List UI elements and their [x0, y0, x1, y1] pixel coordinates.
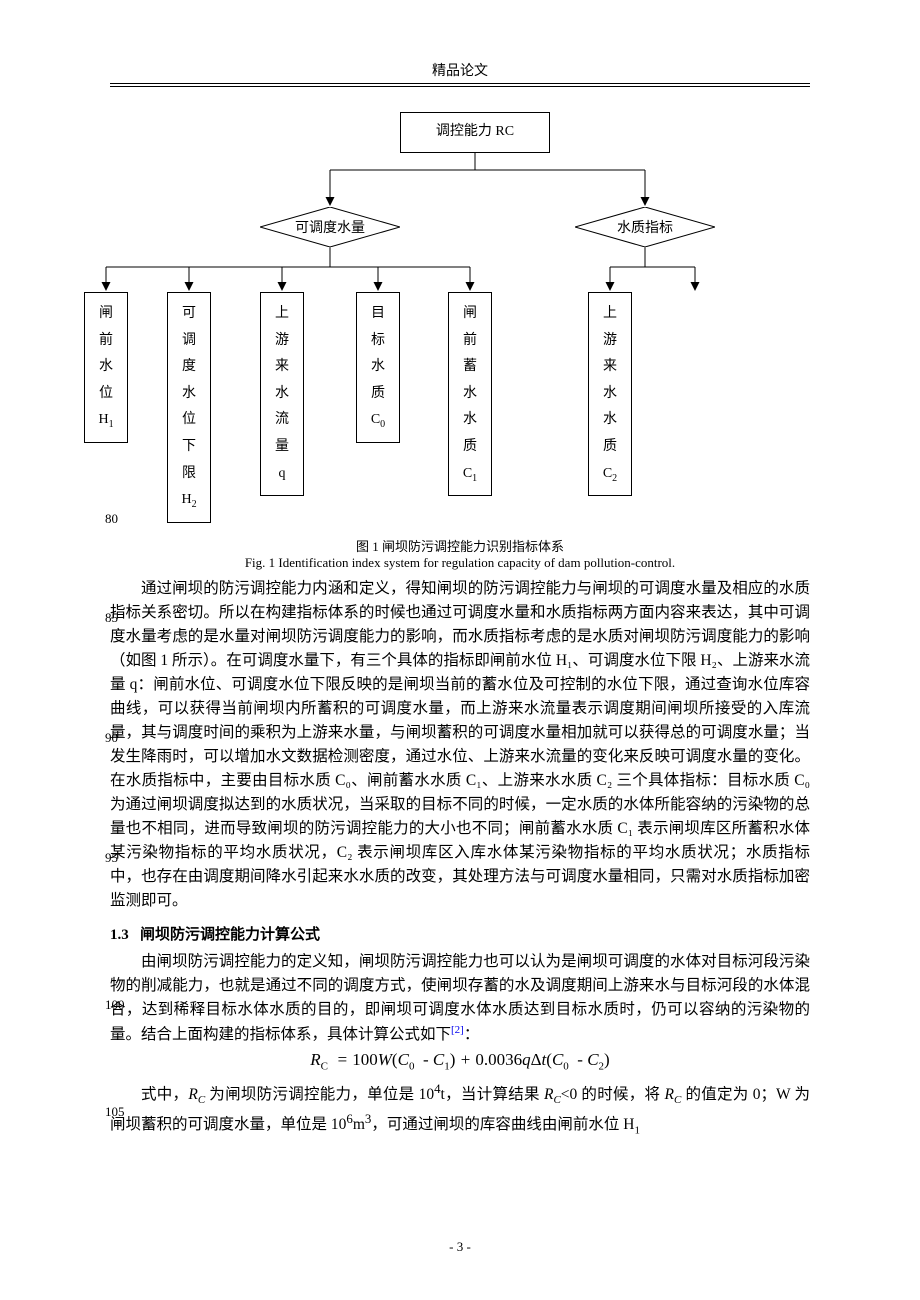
- line-number: 85: [105, 610, 118, 626]
- equation-rc: RC = 100W(C0 - C1) + 0.0036qΔt(C0 - C2): [110, 1050, 810, 1072]
- diamond-1-label: 可调度水量: [295, 217, 365, 237]
- leaf-node-2: 可调度水位下限H2: [167, 292, 211, 523]
- line-number: 95: [105, 850, 118, 866]
- figure-caption-zh: 图 1 闸坝防污调控能力识别指标体系: [110, 536, 810, 555]
- line-number: 105: [105, 1104, 125, 1120]
- flowchart-figure: 调控能力 RC 可调度水量 水质指标 闸前水位H1 可调度水位下限H2 上游来水…: [60, 112, 860, 532]
- paragraph-text: 通过闸坝的防污调控能力内涵和定义，得知闸坝的防污调控能力与闸坝的可调度水量及相应…: [110, 577, 810, 913]
- body-paragraph-1: 通过闸坝的防污调控能力内涵和定义，得知闸坝的防污调控能力与闸坝的可调度水量及相应…: [110, 577, 810, 913]
- page-header-title: 精品论文: [110, 60, 810, 80]
- citation-marker: [2]: [451, 1024, 464, 1036]
- paragraph-text: 式中，RC 为闸坝防污调控能力，单位是 104t，当计算结果 RC<0 的时候，…: [110, 1079, 810, 1140]
- flowchart-diamond-2: 水质指标: [575, 207, 715, 247]
- body-paragraph-2: 由闸坝防污调控能力的定义知，闸坝防污调控能力也可以认为是闸坝可调度的水体对目标河…: [110, 950, 810, 1047]
- paragraph-text: 由闸坝防污调控能力的定义知，闸坝防污调控能力也可以认为是闸坝可调度的水体对目标河…: [110, 950, 810, 1047]
- section-title: 闸坝防污调控能力计算公式: [140, 927, 320, 943]
- header-rule: [110, 83, 810, 87]
- section-num: 1.3: [110, 927, 129, 943]
- flowchart-diamond-1: 可调度水量: [260, 207, 400, 247]
- figure-caption-en: Fig. 1 Identification index system for r…: [110, 555, 810, 571]
- flowchart-root-node: 调控能力 RC: [400, 112, 550, 153]
- page-number: - 3 -: [0, 1239, 920, 1255]
- line-number: 100: [105, 997, 125, 1013]
- line-number: 90: [105, 730, 118, 746]
- leaf-node-3: 上游来水流量q: [260, 292, 304, 496]
- body-paragraph-3: 式中，RC 为闸坝防污调控能力，单位是 104t，当计算结果 RC<0 的时候，…: [110, 1079, 810, 1140]
- leaf-node-6: 上游来水水质C2: [588, 292, 632, 496]
- section-heading-1-3: 1.3 闸坝防污调控能力计算公式: [110, 923, 810, 944]
- line-number: 80: [105, 511, 118, 527]
- leaf-node-1: 闸前水位H1: [84, 292, 128, 443]
- leaf-node-4: 目标水质C0: [356, 292, 400, 443]
- leaf-node-5: 闸前蓄水水质C1: [448, 292, 492, 496]
- diamond-2-label: 水质指标: [617, 217, 673, 237]
